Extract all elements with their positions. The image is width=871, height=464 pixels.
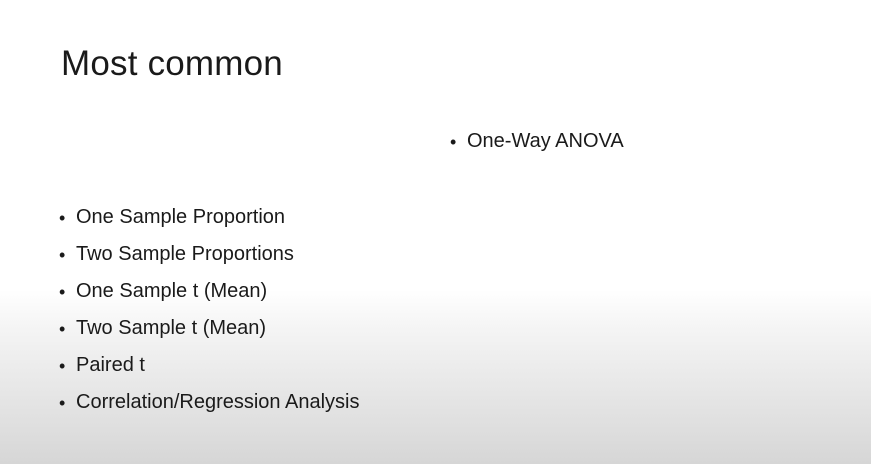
list-item-label: Paired t (76, 354, 145, 376)
bullet-icon: • (59, 318, 66, 339)
list-item-label: One Sample t (Mean) (76, 280, 268, 302)
list-item: • One Sample t (Mean) (59, 273, 359, 310)
list-item-label: One Sample Proportion (76, 206, 286, 228)
bullet-icon: • (59, 207, 66, 228)
list-item-label: One-Way ANOVA (467, 130, 624, 152)
bullet-icon: • (59, 392, 66, 413)
list-item: • Two Sample Proportions (59, 236, 359, 273)
bullet-icon: • (59, 244, 66, 265)
right-bullet-list: • One-Way ANOVA (450, 123, 624, 160)
list-item-label: Two Sample Proportions (76, 243, 294, 265)
list-item-label: Two Sample t (Mean) (76, 317, 267, 339)
list-item-label: Correlation/Regression Analysis (76, 391, 360, 413)
bullet-icon: • (59, 355, 66, 376)
list-item: • Paired t (59, 347, 359, 384)
list-item: • Correlation/Regression Analysis (59, 384, 359, 421)
bullet-icon: • (450, 131, 457, 152)
slide-title: Most common (61, 44, 283, 83)
list-item: • Two Sample t (Mean) (59, 310, 359, 347)
list-item: • One-Way ANOVA (450, 123, 624, 160)
left-bullet-list: • One Sample Proportion • Two Sample Pro… (59, 199, 359, 421)
list-item: • One Sample Proportion (59, 199, 359, 236)
bullet-icon: • (59, 281, 66, 302)
